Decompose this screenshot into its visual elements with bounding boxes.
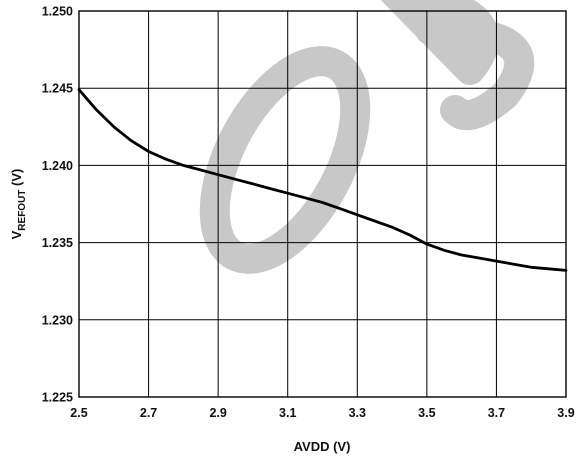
series-line-vrefout [77, 88, 568, 272]
y-tick-label: 1.250 [42, 5, 73, 19]
watermark-letter-o [199, 46, 371, 274]
y-axis-label: VREFOUT (V) [9, 169, 28, 240]
watermark [199, 0, 535, 274]
x-axis-label: AVDD (V) [294, 439, 351, 454]
x-tick-label: 3.1 [279, 406, 296, 420]
x-tick-labels: 2.5 2.7 2.9 3.1 3.3 3.5 3.7 3.9 [70, 406, 574, 420]
y-tick-label: 1.235 [42, 236, 73, 250]
x-tick-label: 3.7 [488, 406, 505, 420]
y-axis-label-subscript: REFOUT [17, 190, 28, 231]
y-axis-label-main: V [9, 230, 24, 239]
x-tick-label: 3.9 [557, 406, 574, 420]
x-tick-label: 2.5 [70, 406, 87, 420]
x-tick-label: 2.7 [140, 406, 157, 420]
y-tick-label: 1.240 [42, 159, 73, 173]
x-tick-label: 3.5 [418, 406, 435, 420]
y-axis-label-unit: (V) [9, 169, 24, 190]
plot-frame [78, 10, 567, 398]
y-tick-label: 1.245 [42, 82, 73, 96]
watermark-letter-b [380, 0, 535, 130]
x-tick-label: 3.3 [349, 406, 366, 420]
y-tick-label: 1.230 [42, 313, 73, 327]
y-tick-labels: 1.225 1.230 1.235 1.240 1.245 1.250 [42, 5, 73, 405]
y-tick-label: 1.225 [42, 391, 73, 405]
x-tick-label: 2.9 [209, 406, 226, 420]
